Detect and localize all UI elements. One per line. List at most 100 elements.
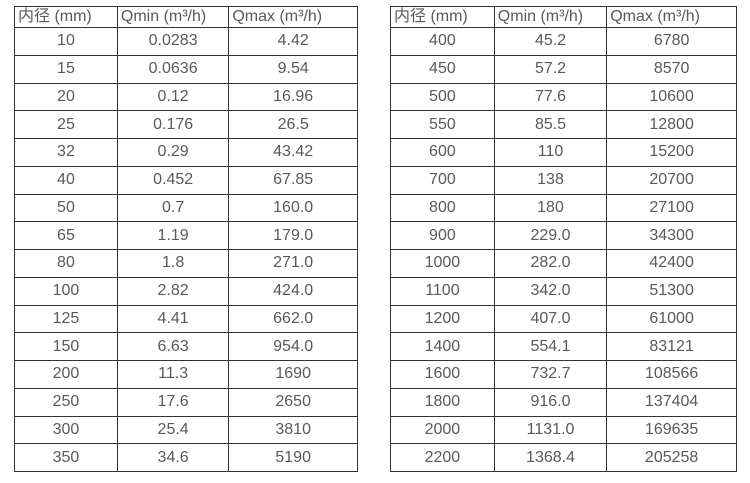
table-row: 40 0.452 67.85 bbox=[14, 165, 358, 195]
qmax-cell: 61000 bbox=[606, 304, 737, 334]
qmax-cell: 8570 bbox=[606, 54, 737, 84]
qmax-cell: 42400 bbox=[606, 249, 737, 278]
table-row: 50 0.7 160.0 bbox=[14, 193, 358, 223]
qmax-cell: 424.0 bbox=[228, 276, 358, 306]
diameter-cell: 800 bbox=[390, 193, 495, 223]
qmax-cell: 6780 bbox=[606, 27, 737, 56]
table-row: 125 4.41 662.0 bbox=[14, 304, 358, 334]
table-row: 1000 282.0 42400 bbox=[390, 249, 737, 278]
flow-table-small-diameters: 内径 (mm) Qmin (m³/h) Qmax (m³/h) 10 0.0283 4.4… bbox=[14, 6, 358, 472]
qmin-cell: 732.7 bbox=[493, 360, 608, 389]
qmax-cell: 27100 bbox=[606, 193, 737, 223]
qmax-cell: 108566 bbox=[606, 360, 737, 389]
diameter-cell: 350 bbox=[14, 443, 118, 472]
diameter-cell: 2200 bbox=[390, 443, 495, 472]
table-row: 65 1.19 179.0 bbox=[14, 221, 358, 250]
qmax-cell: 3810 bbox=[228, 415, 358, 445]
table-row: 150 6.63 954.0 bbox=[14, 332, 358, 361]
table-row: 2000 1131.0 169635 bbox=[390, 415, 737, 445]
qmin-cell: 34.6 bbox=[116, 443, 230, 472]
diameter-cell: 1000 bbox=[390, 249, 495, 278]
qmin-cell: 2.82 bbox=[116, 276, 230, 306]
diameter-cell: 1200 bbox=[390, 304, 495, 334]
diameter-cell: 15 bbox=[14, 54, 118, 84]
table-row: 550 85.5 12800 bbox=[390, 110, 737, 139]
qmin-cell: 1.8 bbox=[116, 249, 230, 278]
table-row: 600 110 15200 bbox=[390, 138, 737, 167]
qmin-cell: 0.176 bbox=[116, 110, 230, 139]
qmax-cell: 51300 bbox=[606, 276, 737, 306]
table-row: 1800 916.0 137404 bbox=[390, 387, 737, 417]
qmax-cell: 15200 bbox=[606, 138, 737, 167]
diameter-cell: 150 bbox=[14, 332, 118, 361]
qmax-cell: 4.42 bbox=[228, 27, 358, 56]
qmax-cell: 1690 bbox=[228, 360, 358, 389]
qmin-cell: 1131.0 bbox=[493, 415, 608, 445]
qmin-cell: 57.2 bbox=[493, 54, 608, 84]
table-row: 100 2.82 424.0 bbox=[14, 276, 358, 306]
table-row: 1200 407.0 61000 bbox=[390, 304, 737, 334]
qmax-cell: 954.0 bbox=[228, 332, 358, 361]
table-row: 900 229.0 34300 bbox=[390, 221, 737, 250]
qmin-cell: 0.0283 bbox=[116, 27, 230, 56]
qmax-cell: 16.96 bbox=[228, 82, 358, 112]
qmax-cell: 160.0 bbox=[228, 193, 358, 223]
column-header-diameter: 内径 (mm) bbox=[390, 6, 495, 28]
qmin-cell: 0.452 bbox=[116, 165, 230, 195]
qmin-cell: 4.41 bbox=[116, 304, 230, 334]
table-row: 32 0.29 43.42 bbox=[14, 138, 358, 167]
qmin-cell: 1368.4 bbox=[493, 443, 608, 472]
table-row: 500 77.6 10600 bbox=[390, 82, 737, 112]
diameter-cell: 50 bbox=[14, 193, 118, 223]
diameter-cell: 200 bbox=[14, 360, 118, 389]
diameter-cell: 600 bbox=[390, 138, 495, 167]
qmin-cell: 1.19 bbox=[116, 221, 230, 250]
column-header-qmax: Qmax (m³/h) bbox=[228, 6, 358, 28]
qmax-cell: 34300 bbox=[606, 221, 737, 250]
qmin-cell: 0.0636 bbox=[116, 54, 230, 84]
qmax-cell: 169635 bbox=[606, 415, 737, 445]
table-row: 20 0.12 16.96 bbox=[14, 82, 358, 112]
diameter-cell: 450 bbox=[390, 54, 495, 84]
table-row: 2200 1368.4 205258 bbox=[390, 443, 737, 472]
diameter-cell: 32 bbox=[14, 138, 118, 167]
diameter-cell: 1800 bbox=[390, 387, 495, 417]
qmin-cell: 17.6 bbox=[116, 387, 230, 417]
diameter-cell: 20 bbox=[14, 82, 118, 112]
diameter-cell: 25 bbox=[14, 110, 118, 139]
qmax-cell: 26.5 bbox=[228, 110, 358, 139]
qmin-cell: 25.4 bbox=[116, 415, 230, 445]
diameter-cell: 250 bbox=[14, 387, 118, 417]
table-row: 1600 732.7 108566 bbox=[390, 360, 737, 389]
qmin-cell: 45.2 bbox=[493, 27, 608, 56]
diameter-cell: 550 bbox=[390, 110, 495, 139]
qmax-cell: 20700 bbox=[606, 165, 737, 195]
diameter-cell: 1400 bbox=[390, 332, 495, 361]
qmin-cell: 916.0 bbox=[493, 387, 608, 417]
qmax-cell: 179.0 bbox=[228, 221, 358, 250]
qmin-cell: 110 bbox=[493, 138, 608, 167]
diameter-cell: 300 bbox=[14, 415, 118, 445]
qmin-cell: 180 bbox=[493, 193, 608, 223]
diameter-cell: 1600 bbox=[390, 360, 495, 389]
table-row: 10 0.0283 4.42 bbox=[14, 27, 358, 56]
table-row: 1100 342.0 51300 bbox=[390, 276, 737, 306]
table-row: 300 25.4 3810 bbox=[14, 415, 358, 445]
qmax-cell: 205258 bbox=[606, 443, 737, 472]
table-row: 25 0.176 26.5 bbox=[14, 110, 358, 139]
qmin-cell: 6.63 bbox=[116, 332, 230, 361]
header-row: 内径 (mm) Qmin (m³/h) Qmax (m³/h) bbox=[14, 6, 358, 28]
column-header-qmin: Qmin (m³/h) bbox=[493, 6, 608, 28]
qmin-cell: 342.0 bbox=[493, 276, 608, 306]
qmin-cell: 282.0 bbox=[493, 249, 608, 278]
qmin-cell: 0.29 bbox=[116, 138, 230, 167]
table-row: 450 57.2 8570 bbox=[390, 54, 737, 84]
diameter-cell: 700 bbox=[390, 165, 495, 195]
qmin-cell: 85.5 bbox=[493, 110, 608, 139]
qmax-cell: 12800 bbox=[606, 110, 737, 139]
qmax-cell: 271.0 bbox=[228, 249, 358, 278]
qmin-cell: 77.6 bbox=[493, 82, 608, 112]
qmin-cell: 0.7 bbox=[116, 193, 230, 223]
qmin-cell: 11.3 bbox=[116, 360, 230, 389]
diameter-cell: 125 bbox=[14, 304, 118, 334]
